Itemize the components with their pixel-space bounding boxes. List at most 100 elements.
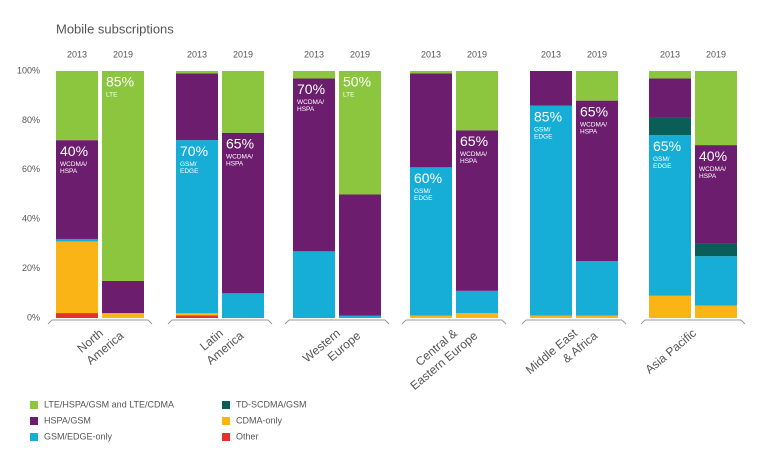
bar-segment (410, 315, 452, 318)
bar-note: HSPA (460, 158, 478, 165)
bar-segment (695, 243, 737, 257)
bar-segment (222, 293, 264, 318)
legend-label: GSM/EDGE-only (44, 431, 113, 441)
bar-segment (176, 71, 218, 74)
bar-label: 70% (297, 81, 325, 97)
bar-label: 40% (60, 143, 88, 159)
bar-segment (56, 71, 98, 141)
legend-swatch (30, 417, 38, 425)
bar-label: 60% (414, 170, 442, 186)
bar-note: HSPA (580, 128, 598, 135)
baseline (521, 319, 627, 325)
legend-swatch (30, 433, 38, 441)
bar-note: EDGE (180, 168, 199, 175)
bar-note: GSM/ (414, 188, 431, 195)
bar-label: 65% (580, 103, 608, 119)
bar-segment (410, 71, 452, 74)
y-tick-label: 80% (22, 115, 40, 125)
year-label: 2013 (67, 49, 87, 59)
bar-note: HSPA (297, 106, 315, 113)
bar-segment (293, 78, 335, 252)
bar-note: GSM/ (653, 156, 670, 163)
bar-label: 65% (653, 138, 681, 154)
chart-title: Mobile subscriptions (56, 21, 174, 36)
year-label: 2013 (187, 49, 207, 59)
group-label: Middle East& Africa (523, 326, 601, 377)
bar-segment (530, 105, 572, 316)
bar-segment (293, 251, 335, 318)
bar-label: 85% (534, 108, 562, 124)
bar-segment (456, 130, 498, 291)
bar-segment (530, 71, 572, 106)
bar-segment (576, 71, 618, 101)
bar-note: WCDMA/ (699, 166, 726, 173)
bar-segment (339, 71, 381, 195)
legend-swatch (30, 401, 38, 409)
bar-segment (222, 132, 264, 294)
bar-segment (649, 71, 691, 79)
legend-label: LTE/HSPA/GSM and LTE/CDMA (44, 399, 174, 409)
bar-note: HSPA (699, 173, 717, 180)
bar-segment (576, 100, 618, 262)
bar-label: 70% (180, 143, 208, 159)
y-tick-label: 0% (27, 312, 40, 322)
bar-segment (222, 71, 264, 133)
bar-note: EDGE (414, 195, 433, 202)
bar-note: GSM/ (180, 161, 197, 168)
bar-segment (56, 241, 98, 314)
year-label: 2013 (304, 49, 324, 59)
bar-segment (339, 194, 381, 316)
bar-segment (649, 295, 691, 318)
legend-label: CDMA-only (236, 415, 283, 425)
bar-segment (56, 238, 98, 242)
bar-segment (576, 261, 618, 316)
bar-segment (649, 117, 691, 136)
bar-note: LTE (343, 92, 355, 99)
year-label: 2019 (587, 49, 607, 59)
bar-segment (176, 140, 218, 314)
year-label: 2013 (660, 49, 680, 59)
year-label: 2019 (706, 49, 726, 59)
bar-note: WCDMA/ (226, 153, 253, 160)
bar-segment (56, 140, 98, 239)
bar-segment (649, 135, 691, 296)
bar-label: 65% (460, 133, 488, 149)
y-tick-label: 40% (22, 214, 40, 224)
bar-note: EDGE (534, 133, 553, 140)
group-label-line: Asia Pacific (642, 326, 699, 377)
year-label: 2013 (421, 49, 441, 59)
bar-segment (176, 315, 218, 318)
group-label: Asia Pacific (642, 326, 699, 377)
legend-label: TD-SCDMA/GSM (236, 399, 307, 409)
y-tick-label: 100% (17, 65, 40, 75)
bar-segment (695, 145, 737, 244)
bar-label: 50% (343, 74, 371, 90)
legend-label: HSPA/GSM (44, 415, 91, 425)
bar-segment (102, 313, 144, 318)
bar-segment (456, 313, 498, 318)
bar-segment (410, 73, 452, 168)
bar-segment (102, 280, 144, 314)
bar-note: WCDMA/ (580, 121, 607, 128)
baseline (401, 319, 507, 325)
bar-segment (176, 73, 218, 141)
bar-note: HSPA (226, 160, 244, 167)
year-label: 2019 (350, 49, 370, 59)
legend-swatch (222, 433, 230, 441)
bar-segment (56, 313, 98, 318)
year-label: 2013 (541, 49, 561, 59)
year-label: 2019 (233, 49, 253, 59)
bar-note: WCDMA/ (297, 99, 324, 106)
bar-segment (176, 313, 218, 316)
bar-label: 40% (699, 148, 727, 164)
bar-note: HSPA (60, 168, 78, 175)
legend-swatch (222, 401, 230, 409)
bar-segment (695, 256, 737, 306)
baseline (640, 319, 746, 325)
bar-note: LTE (106, 92, 118, 99)
bar-label: 65% (226, 135, 254, 151)
bar-segment (410, 167, 452, 316)
